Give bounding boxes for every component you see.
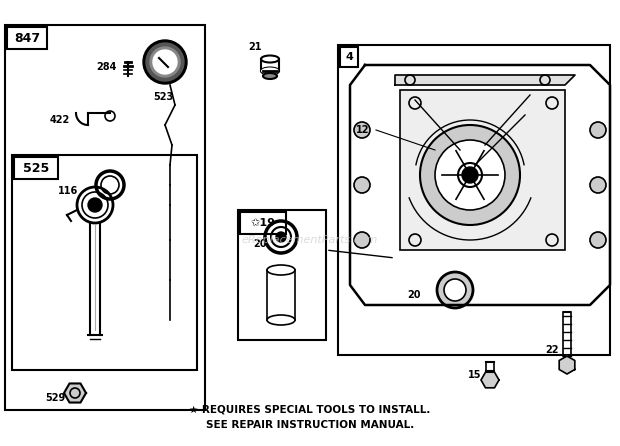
Ellipse shape [263, 73, 277, 79]
Polygon shape [481, 372, 499, 388]
Text: 15: 15 [468, 370, 482, 380]
Text: 22: 22 [545, 345, 559, 355]
Circle shape [153, 50, 177, 74]
Circle shape [590, 177, 606, 193]
Circle shape [437, 272, 473, 308]
Polygon shape [350, 65, 610, 305]
Ellipse shape [267, 265, 295, 275]
Text: ★ REQUIRES SPECIAL TOOLS TO INSTALL.: ★ REQUIRES SPECIAL TOOLS TO INSTALL. [189, 405, 431, 415]
Text: 4: 4 [345, 52, 353, 62]
Circle shape [276, 232, 286, 242]
Circle shape [146, 43, 184, 81]
Ellipse shape [267, 315, 295, 325]
Text: ✩19: ✩19 [250, 218, 275, 228]
Text: 525: 525 [23, 161, 49, 174]
Circle shape [462, 167, 478, 183]
Circle shape [444, 279, 466, 301]
Text: 523: 523 [153, 92, 173, 102]
Text: 21: 21 [248, 42, 262, 52]
Circle shape [354, 122, 370, 138]
Bar [14, 157, 58, 179]
Circle shape [354, 177, 370, 193]
Bar [400, 90, 565, 250]
Polygon shape [395, 75, 575, 85]
Bar [7, 27, 47, 49]
Circle shape [435, 140, 505, 210]
Text: 20: 20 [407, 290, 420, 300]
Circle shape [143, 40, 187, 84]
Bar [12, 155, 197, 370]
Text: eReplacementParts.com: eReplacementParts.com [242, 235, 378, 245]
Circle shape [150, 47, 180, 77]
Circle shape [590, 122, 606, 138]
Circle shape [590, 232, 606, 248]
Ellipse shape [267, 315, 295, 325]
Text: 847: 847 [14, 32, 40, 45]
Bar [240, 212, 286, 234]
Circle shape [88, 198, 102, 212]
Circle shape [420, 125, 520, 225]
Ellipse shape [261, 55, 279, 62]
Text: 12: 12 [356, 125, 370, 135]
Polygon shape [64, 384, 86, 403]
Bar [338, 45, 610, 355]
Text: 284: 284 [96, 62, 117, 72]
Text: 116: 116 [58, 186, 78, 196]
Bar [238, 210, 326, 340]
Text: 422: 422 [50, 115, 70, 125]
Bar [340, 47, 358, 67]
Text: SEE REPAIR INSTRUCTION MANUAL.: SEE REPAIR INSTRUCTION MANUAL. [206, 420, 414, 430]
Bar [5, 25, 205, 410]
Circle shape [354, 232, 370, 248]
Ellipse shape [261, 67, 279, 74]
Polygon shape [559, 356, 575, 374]
Text: 20: 20 [253, 239, 267, 249]
Text: 529: 529 [45, 393, 65, 403]
